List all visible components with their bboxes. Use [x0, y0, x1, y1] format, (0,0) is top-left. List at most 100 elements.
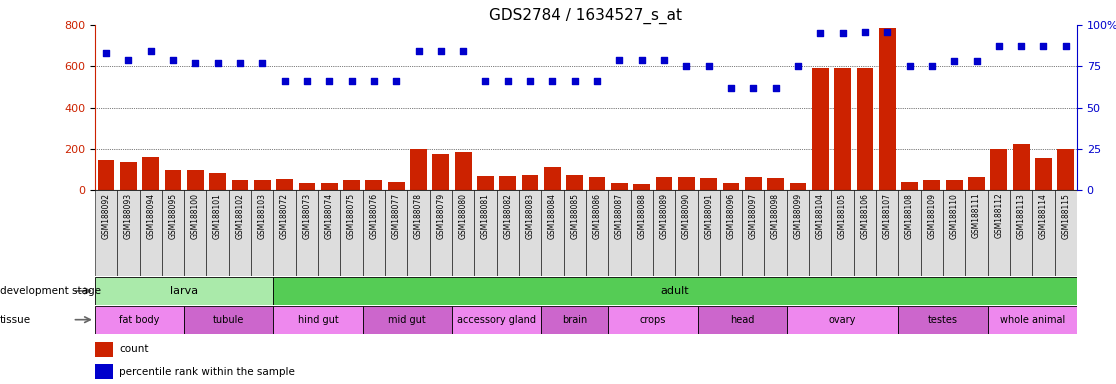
Bar	[656, 177, 672, 190]
Bar	[969, 177, 984, 190]
Point	[1035, 43, 1052, 50]
Text: GSM188107: GSM188107	[883, 193, 892, 239]
Bar	[854, 190, 876, 276]
Text: GSM188096: GSM188096	[727, 193, 735, 239]
Bar	[541, 306, 608, 333]
Text: GSM188097: GSM188097	[749, 193, 758, 239]
Bar	[1058, 149, 1075, 190]
Text: GSM188098: GSM188098	[771, 193, 780, 239]
Text: GSM188079: GSM188079	[436, 193, 445, 239]
Bar	[945, 180, 962, 190]
Bar	[566, 175, 583, 190]
Bar	[95, 277, 273, 305]
Point	[320, 78, 338, 84]
Text: GSM188077: GSM188077	[392, 193, 401, 239]
Point	[186, 60, 204, 66]
Bar	[340, 190, 363, 276]
Text: GSM188095: GSM188095	[169, 193, 177, 239]
Bar	[1036, 158, 1052, 190]
Point	[923, 63, 941, 70]
Bar	[634, 184, 650, 190]
Text: GSM188076: GSM188076	[369, 193, 378, 239]
Text: GSM188075: GSM188075	[347, 193, 356, 239]
Point	[276, 78, 294, 84]
Bar	[162, 190, 184, 276]
Bar	[787, 306, 898, 333]
Text: GSM188100: GSM188100	[191, 193, 200, 239]
Point	[901, 63, 918, 70]
Bar	[965, 190, 988, 276]
Bar	[831, 190, 854, 276]
Point	[990, 43, 1008, 50]
Text: GSM188088: GSM188088	[637, 193, 646, 238]
Bar	[988, 190, 1010, 276]
Bar	[898, 190, 921, 276]
Bar	[586, 190, 608, 276]
Text: GSM188090: GSM188090	[682, 193, 691, 239]
Point	[878, 28, 896, 35]
Bar	[474, 190, 497, 276]
Text: GSM188113: GSM188113	[1017, 193, 1026, 238]
Text: GSM188103: GSM188103	[258, 193, 267, 239]
Bar	[277, 179, 294, 190]
Bar	[898, 306, 988, 333]
Point	[1057, 43, 1075, 50]
Bar	[121, 162, 137, 190]
Bar	[835, 68, 852, 190]
Text: GSM188072: GSM188072	[280, 193, 289, 239]
Bar	[497, 190, 519, 276]
Point	[387, 78, 405, 84]
Text: GSM188109: GSM188109	[927, 193, 936, 239]
Text: GSM188099: GSM188099	[793, 193, 802, 239]
Point	[945, 58, 963, 65]
Bar	[698, 190, 720, 276]
Text: GSM188083: GSM188083	[526, 193, 535, 239]
Point	[298, 78, 316, 84]
Point	[119, 56, 137, 63]
Text: GSM188092: GSM188092	[102, 193, 110, 239]
Point	[142, 48, 160, 55]
Point	[700, 63, 718, 70]
Point	[410, 48, 427, 55]
Point	[633, 56, 651, 63]
Bar	[388, 182, 405, 190]
Text: GSM188074: GSM188074	[325, 193, 334, 239]
Point	[521, 78, 539, 84]
Point	[543, 78, 561, 84]
Point	[834, 30, 852, 36]
Point	[97, 50, 115, 56]
Text: GSM188104: GSM188104	[816, 193, 825, 239]
Bar	[117, 190, 140, 276]
Bar	[522, 175, 539, 190]
Bar	[184, 306, 273, 333]
Bar	[407, 190, 430, 276]
Bar	[411, 149, 426, 190]
Bar	[95, 306, 184, 333]
Text: testes: testes	[929, 314, 958, 325]
Bar	[321, 183, 338, 190]
Bar	[1055, 190, 1077, 276]
Bar	[988, 306, 1077, 333]
Bar	[787, 190, 809, 276]
Point	[365, 78, 383, 84]
Text: adult: adult	[661, 286, 690, 296]
Text: GSM188087: GSM188087	[615, 193, 624, 239]
Text: GSM188106: GSM188106	[860, 193, 869, 239]
Bar	[273, 190, 296, 276]
Bar	[564, 190, 586, 276]
Text: GSM188093: GSM188093	[124, 193, 133, 239]
Point	[566, 78, 584, 84]
Text: larva: larva	[170, 286, 199, 296]
Bar	[478, 175, 494, 190]
Bar	[366, 180, 382, 190]
Bar	[452, 190, 474, 276]
Text: GSM188081: GSM188081	[481, 193, 490, 238]
Bar	[701, 178, 716, 190]
Bar	[298, 183, 315, 190]
Bar	[1010, 190, 1032, 276]
Bar	[430, 190, 452, 276]
Text: hind gut: hind gut	[298, 314, 338, 325]
Bar	[589, 177, 606, 190]
Bar	[608, 306, 698, 333]
Bar	[608, 190, 631, 276]
